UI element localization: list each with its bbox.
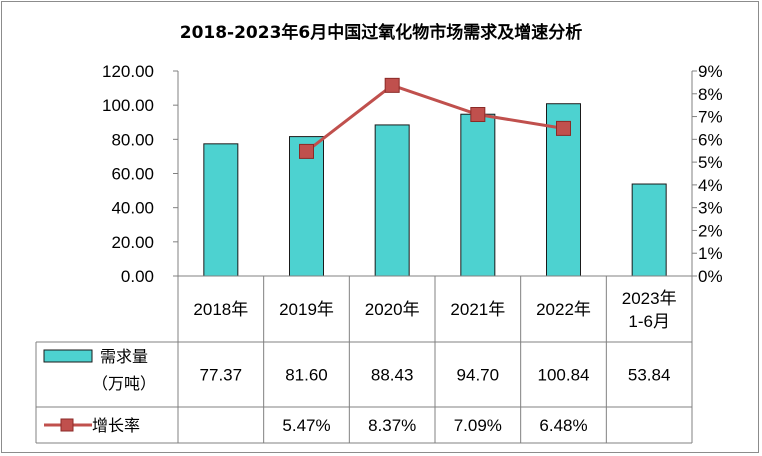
line-point [384, 77, 400, 93]
bar [631, 183, 667, 277]
x-tick-label: 2023年 [622, 289, 677, 308]
data-label-demand: 53.84 [628, 366, 671, 385]
y2-tick-label: 7% [698, 108, 723, 127]
data-label-demand: 77.37 [200, 366, 243, 385]
y2-tick-label: 9% [698, 62, 723, 81]
data-label-demand: 81.60 [285, 366, 328, 385]
y2-tick-label: 4% [698, 176, 723, 195]
line-point [299, 143, 314, 159]
data-label-demand: 88.43 [371, 366, 414, 385]
series-line-growth [305, 83, 564, 153]
line-point [470, 107, 486, 123]
x-tick-label: 2018年 [193, 300, 248, 319]
y-tick-label: 0.00 [121, 267, 154, 286]
x-tick-label: 2021年 [450, 300, 505, 319]
x-tick-label: 2020年 [365, 300, 420, 319]
legend-label-demand-unit: （万吨） [92, 374, 156, 393]
bar [203, 143, 239, 277]
data-label-growth: 7.09% [454, 416, 502, 435]
legend-label-demand: 需求量 [100, 347, 148, 366]
line-point [556, 120, 571, 136]
data-label-growth: 5.47% [282, 416, 330, 435]
y-tick-label: 40.00 [111, 199, 154, 218]
y-tick-label: 80.00 [111, 130, 154, 149]
y-tick-label: 20.00 [111, 233, 154, 252]
y-tick-label: 60.00 [111, 165, 154, 184]
bar [460, 113, 496, 277]
bar [374, 124, 410, 277]
data-label-demand: 94.70 [457, 366, 500, 385]
y-tick-label: 120.00 [102, 62, 154, 81]
x-tick-label: 2019年 [279, 300, 334, 319]
legend-swatch-bar [43, 349, 93, 363]
y2-tick-label: 5% [698, 153, 723, 172]
data-label-growth: 6.48% [539, 416, 587, 435]
y2-tick-label: 2% [698, 221, 723, 240]
legend-label-growth: 增长率 [92, 416, 140, 435]
y-tick-label: 100.00 [102, 96, 154, 115]
x-tick-label: 2022年 [536, 300, 591, 319]
legend-marker-growth [60, 418, 74, 432]
chart-title: 2018-2023年6月中国过氧化物市场需求及增速分析 [179, 23, 583, 43]
x-tick-label: 1-6月 [628, 312, 670, 331]
y2-tick-label: 6% [698, 130, 723, 149]
y2-tick-label: 8% [698, 85, 723, 104]
y2-tick-label: 1% [698, 244, 723, 263]
y2-tick-label: 0% [698, 267, 723, 286]
data-label-demand: 100.84 [538, 366, 590, 385]
y2-tick-label: 3% [698, 199, 723, 218]
data-label-growth: 8.37% [368, 416, 416, 435]
